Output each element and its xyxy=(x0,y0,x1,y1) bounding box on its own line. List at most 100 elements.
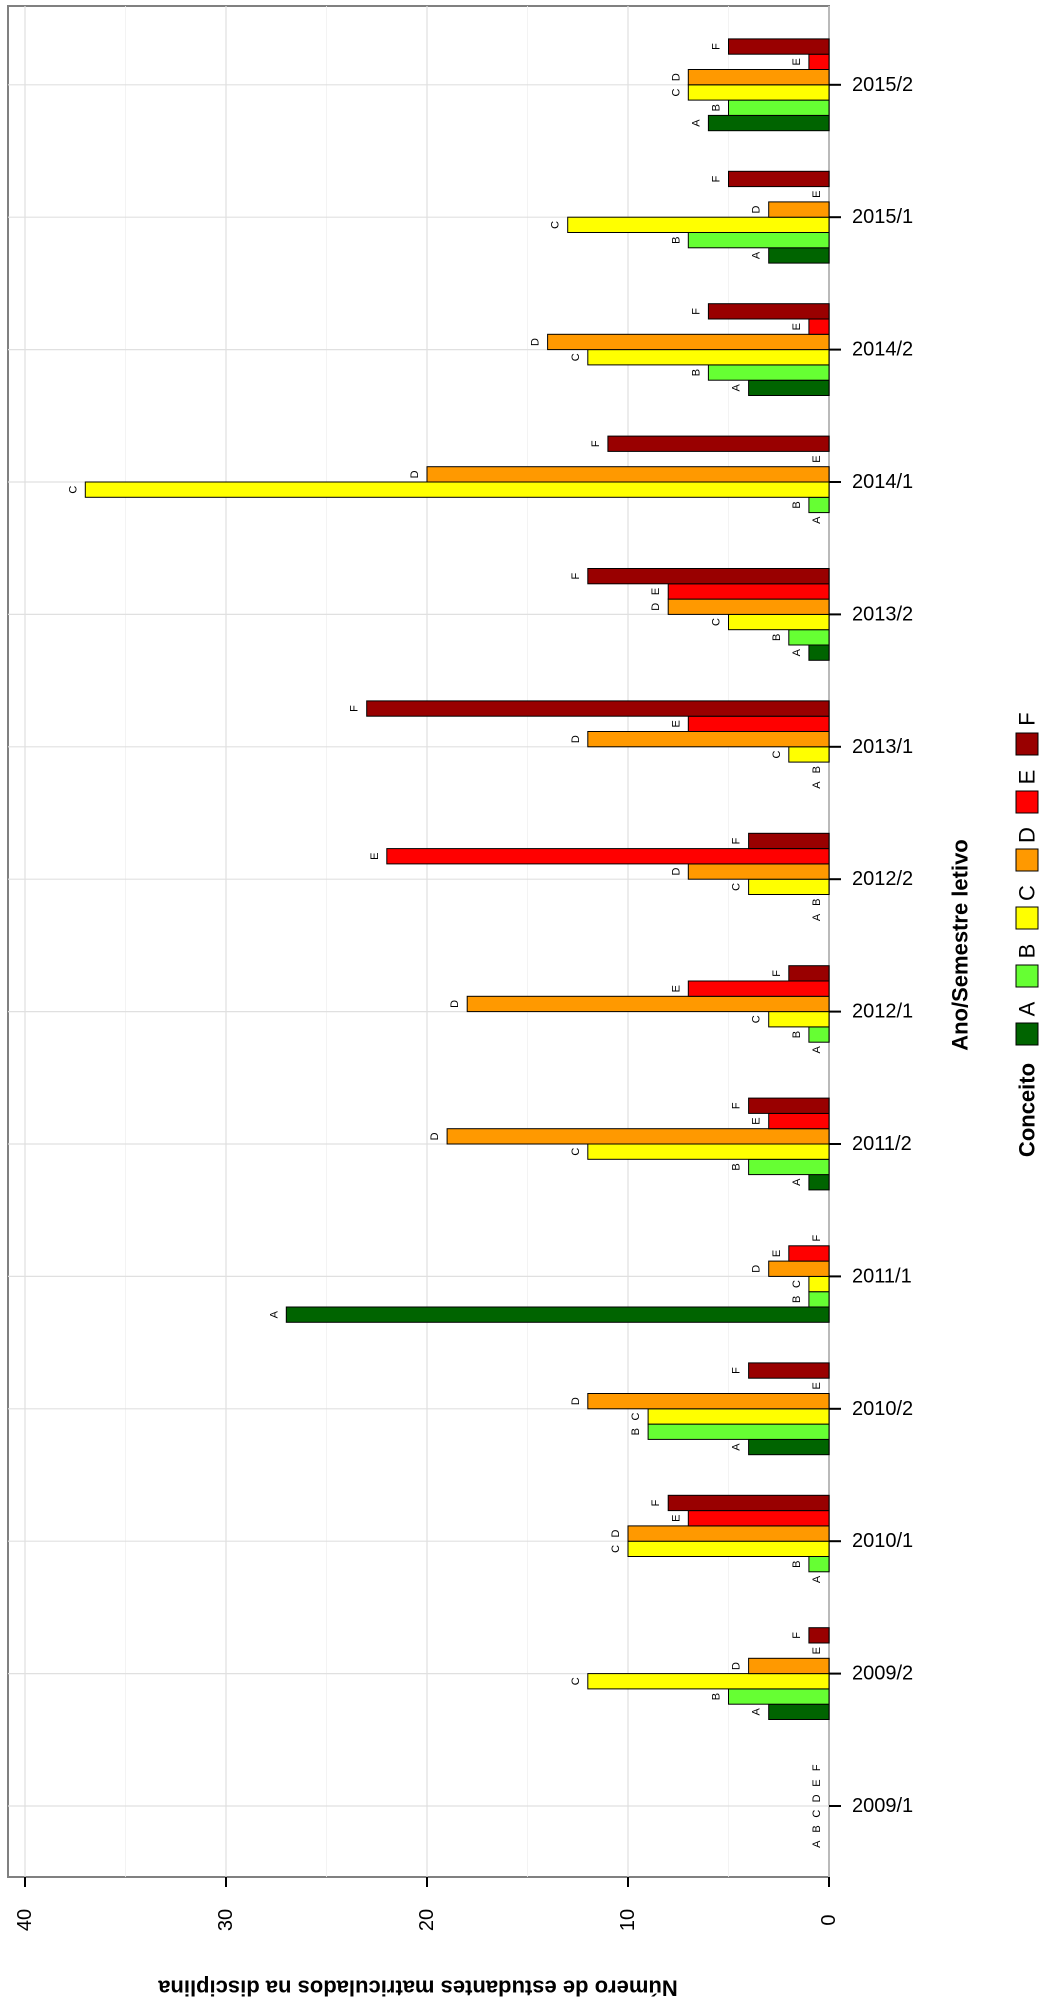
bar-label-2011-1-F: F xyxy=(811,1235,823,1242)
bar-label-2012-2-F: F xyxy=(731,837,743,844)
bar-2013-2-D xyxy=(667,598,830,615)
bar-2015-2-C xyxy=(687,84,830,101)
category-tick-label: 2010/1 xyxy=(852,1530,913,1552)
legend-key-D xyxy=(1015,848,1039,872)
bar-label-2009-2-C: C xyxy=(570,1677,582,1685)
bar-label-2009-1-D: D xyxy=(811,1794,823,1802)
bar-2015-2-F xyxy=(728,38,830,55)
legend-label-C: C xyxy=(1015,885,1040,901)
bar-2010-2-D xyxy=(587,1393,830,1410)
bar-label-2015-1-A: A xyxy=(751,251,763,259)
bar-2010-2-F xyxy=(748,1362,830,1379)
bar-2014-2-F xyxy=(707,303,830,320)
value-tick-label: 10 xyxy=(617,1909,639,1931)
bar-2012-1-C xyxy=(768,1011,830,1028)
bar-label-2009-1-F: F xyxy=(811,1764,823,1771)
bar-2011-2-B xyxy=(748,1158,830,1176)
bar-label-2013-2-B: B xyxy=(771,634,783,641)
bar-2015-2-A xyxy=(707,114,830,132)
bar-label-2012-1-A: A xyxy=(811,1046,823,1054)
bar-label-layer: ABCDEFABCDEFABCDEFABCDEFABCDEFABCDEFABCD… xyxy=(67,43,823,1848)
bar-2013-2-F xyxy=(587,568,830,585)
bar-2011-1-D xyxy=(768,1260,830,1277)
legend-title: Conceito xyxy=(1015,1063,1040,1157)
legend-label-F: F xyxy=(1015,712,1040,725)
plot-area-group: ABCDEFABCDEFABCDEFABCDEFABCDEFABCDEFABCD… xyxy=(7,5,913,1931)
bar-label-2012-2-B: B xyxy=(811,898,823,905)
bar-label-2010-1-B: B xyxy=(791,1560,803,1567)
bar-label-2014-2-A: A xyxy=(731,384,743,392)
bar-label-2011-2-E: E xyxy=(751,1117,763,1124)
bar-2015-1-B xyxy=(687,232,830,249)
bar-label-2013-1-C: C xyxy=(771,750,783,758)
bar-label-2013-1-D: D xyxy=(570,735,582,743)
bar-label-2013-1-F: F xyxy=(349,705,361,712)
bar-label-2009-2-A: A xyxy=(751,1708,763,1716)
bar-2013-1-D xyxy=(587,731,830,748)
bar-2011-1-C xyxy=(808,1275,830,1293)
category-tick-label: 2013/1 xyxy=(852,736,913,758)
category-tick-label: 2010/2 xyxy=(852,1398,913,1420)
bar-label-2013-1-E: E xyxy=(670,720,682,727)
bar-label-2011-1-A: A xyxy=(268,1310,280,1318)
bar-2011-1-E xyxy=(788,1245,830,1262)
bar-label-2009-2-F: F xyxy=(791,1632,803,1639)
bar-2014-2-A xyxy=(748,379,830,397)
bar-2010-1-E xyxy=(687,1510,830,1527)
axis-layer: 0 10 20 30 40 2009/1 2009/2 2010/1 2010/2 2011/1 2… xyxy=(14,74,913,1931)
bar-label-2010-1-E: E xyxy=(670,1515,682,1522)
bar-2012-2-D xyxy=(687,863,830,880)
legend-label-E: E xyxy=(1015,770,1040,785)
bar-label-2011-1-C: C xyxy=(791,1280,803,1288)
category-tick-label: 2012/2 xyxy=(852,868,913,890)
bar-2014-2-B xyxy=(707,364,830,381)
bar-label-2012-1-C: C xyxy=(751,1015,763,1023)
bar-label-2014-1-A: A xyxy=(811,516,823,524)
legend-label-D: D xyxy=(1015,827,1040,843)
legend-key-A xyxy=(1015,1022,1039,1046)
bar-label-2010-2-C: C xyxy=(630,1412,642,1420)
bar-label-2009-2-D: D xyxy=(731,1662,743,1670)
bar-label-2014-1-B: B xyxy=(791,501,803,508)
bar-label-2013-2-D: D xyxy=(650,603,662,611)
bar-label-2011-2-F: F xyxy=(731,1102,743,1109)
bar-label-2011-2-C: C xyxy=(570,1148,582,1156)
bar-label-2013-2-C: C xyxy=(711,618,723,626)
bar-2012-1-B xyxy=(808,1026,830,1043)
bar-label-2014-2-C: C xyxy=(570,353,582,361)
bar-2012-2-F xyxy=(748,832,830,850)
bar-2015-1-F xyxy=(728,170,830,188)
bar-label-2010-1-D: D xyxy=(610,1530,622,1538)
bar-label-2013-1-B: B xyxy=(811,766,823,773)
bar-label-2009-1-C: C xyxy=(811,1810,823,1818)
bar-label-2014-1-E: E xyxy=(811,455,823,462)
category-axis-title: Ano/Semestre letivo xyxy=(948,839,973,1051)
bar-2013-1-C xyxy=(788,746,830,763)
category-tick-label: 2009/1 xyxy=(852,1795,913,1817)
bar-label-2010-1-F: F xyxy=(650,1499,662,1506)
bar-2015-2-D xyxy=(687,69,830,86)
bar-2010-2-A xyxy=(748,1438,830,1456)
bar-label-2013-2-A: A xyxy=(791,648,803,656)
bar-label-2015-1-F: F xyxy=(711,175,723,182)
bar-label-2015-1-C: C xyxy=(550,221,562,229)
category-tick-label: 2015/1 xyxy=(852,206,913,228)
bar-label-2015-2-D: D xyxy=(670,73,682,81)
bar-2012-1-D xyxy=(466,995,830,1013)
bar-label-2013-2-E: E xyxy=(650,588,662,595)
category-tick-label: 2012/1 xyxy=(852,1001,913,1023)
bar-label-2011-2-D: D xyxy=(429,1132,441,1140)
bar-2013-1-E xyxy=(687,715,830,733)
bar-label-2010-1-A: A xyxy=(811,1575,823,1583)
bar-label-2012-2-A: A xyxy=(811,913,823,921)
bar-2013-2-B xyxy=(788,629,830,646)
legend-key-E xyxy=(1015,790,1039,814)
bar-label-2015-2-F: F xyxy=(711,43,723,50)
bar-2013-2-C xyxy=(728,613,830,631)
bar-2012-2-E xyxy=(386,848,830,865)
bar-label-2014-2-D: D xyxy=(530,338,542,346)
bar-label-2010-1-C: C xyxy=(610,1545,622,1553)
bar-2010-1-D xyxy=(627,1525,830,1542)
bar-label-2014-2-F: F xyxy=(690,308,702,315)
